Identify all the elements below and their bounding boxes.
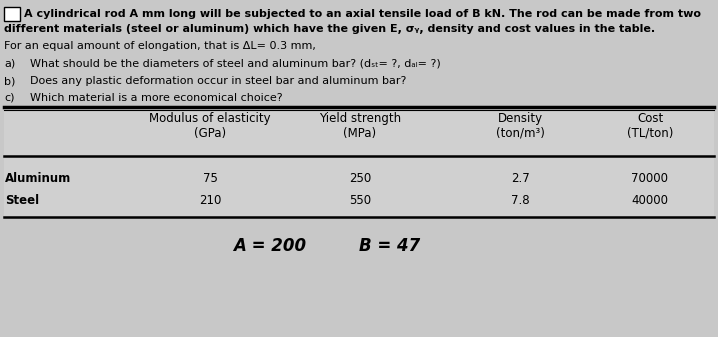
- Text: Does any plastic deformation occur in steel bar and aluminum bar?: Does any plastic deformation occur in st…: [30, 76, 406, 86]
- Text: Yield strength: Yield strength: [319, 112, 401, 125]
- Text: Which material is a more economical choice?: Which material is a more economical choi…: [30, 93, 283, 103]
- Text: (ton/m³): (ton/m³): [495, 127, 544, 140]
- Text: A cylindrical rod A mm long will be subjected to an axial tensile load of B kN. : A cylindrical rod A mm long will be subj…: [24, 9, 701, 19]
- Text: 70000: 70000: [632, 172, 668, 185]
- Text: 75: 75: [202, 172, 218, 185]
- Text: For an equal amount of elongation, that is ΔL= 0.3 mm,: For an equal amount of elongation, that …: [4, 41, 316, 51]
- Text: 40000: 40000: [632, 194, 668, 207]
- Text: Cost: Cost: [637, 112, 663, 125]
- Text: (MPa): (MPa): [343, 127, 376, 140]
- Text: a): a): [4, 59, 15, 69]
- Text: 250: 250: [349, 172, 371, 185]
- Bar: [4, 107, 714, 217]
- Bar: [4, 7, 20, 21]
- Text: different materials (steel or aluminum) which have the given E, σᵧ, density and : different materials (steel or aluminum) …: [4, 24, 655, 34]
- Text: b): b): [4, 76, 15, 86]
- Text: Modulus of elasticity: Modulus of elasticity: [149, 112, 271, 125]
- Text: (TL/ton): (TL/ton): [627, 127, 673, 140]
- Text: Density: Density: [498, 112, 543, 125]
- Text: 550: 550: [349, 194, 371, 207]
- Text: c): c): [4, 93, 14, 103]
- Text: Aluminum: Aluminum: [5, 172, 71, 185]
- Text: 2.7: 2.7: [510, 172, 529, 185]
- Text: B = 47: B = 47: [360, 237, 421, 255]
- Text: 7.8: 7.8: [510, 194, 529, 207]
- Text: 210: 210: [199, 194, 221, 207]
- Text: (GPa): (GPa): [194, 127, 226, 140]
- Text: A = 200: A = 200: [233, 237, 307, 255]
- Text: Steel: Steel: [5, 194, 39, 207]
- Text: What should be the diameters of steel and aluminum bar? (dₛₜ= ?, dₐₗ= ?): What should be the diameters of steel an…: [30, 59, 441, 69]
